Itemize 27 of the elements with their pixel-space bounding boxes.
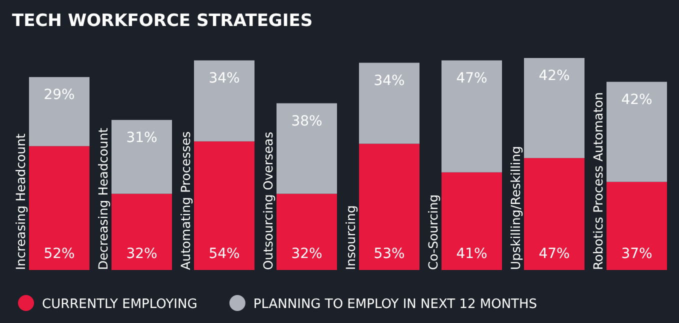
data-label: 54% — [208, 246, 240, 262]
data-label: 31% — [126, 130, 158, 146]
data-label: 37% — [621, 246, 652, 262]
chart-title: TECH WORKFORCE STRATEGIES — [12, 11, 313, 31]
data-label: 34% — [208, 70, 240, 86]
x-tick-label: Insourcing — [343, 205, 358, 270]
data-label: 32% — [126, 246, 158, 262]
x-tick-label: Co-Sourcing — [426, 194, 440, 270]
legend-label: PLANNING TO EMPLOY IN NEXT 12 MONTHS — [253, 297, 538, 312]
data-label: 42% — [621, 92, 652, 108]
legend-label: CURRENTLY EMPLOYING — [42, 297, 198, 312]
data-label: 29% — [44, 87, 75, 104]
x-tick-label: Increasing Headcount — [13, 133, 28, 270]
x-tick-label: Decreasing Headcount — [96, 128, 110, 270]
data-label: 53% — [374, 246, 405, 262]
data-label: 34% — [374, 72, 405, 89]
x-tick-label: Automating Processes — [178, 131, 193, 270]
x-tick-label: Robotics Process Automaton — [590, 92, 606, 270]
data-label: 32% — [291, 246, 322, 262]
x-tick-label: Upskilling/Reskilling — [508, 146, 523, 270]
data-label: 47% — [538, 246, 570, 262]
data-label: 47% — [456, 70, 488, 86]
x-tick-label: Outsourcing Overseas — [260, 132, 276, 270]
data-label: 41% — [456, 246, 488, 262]
data-label: 42% — [538, 68, 570, 84]
data-label: 38% — [291, 113, 322, 130]
data-label: 52% — [44, 246, 75, 262]
